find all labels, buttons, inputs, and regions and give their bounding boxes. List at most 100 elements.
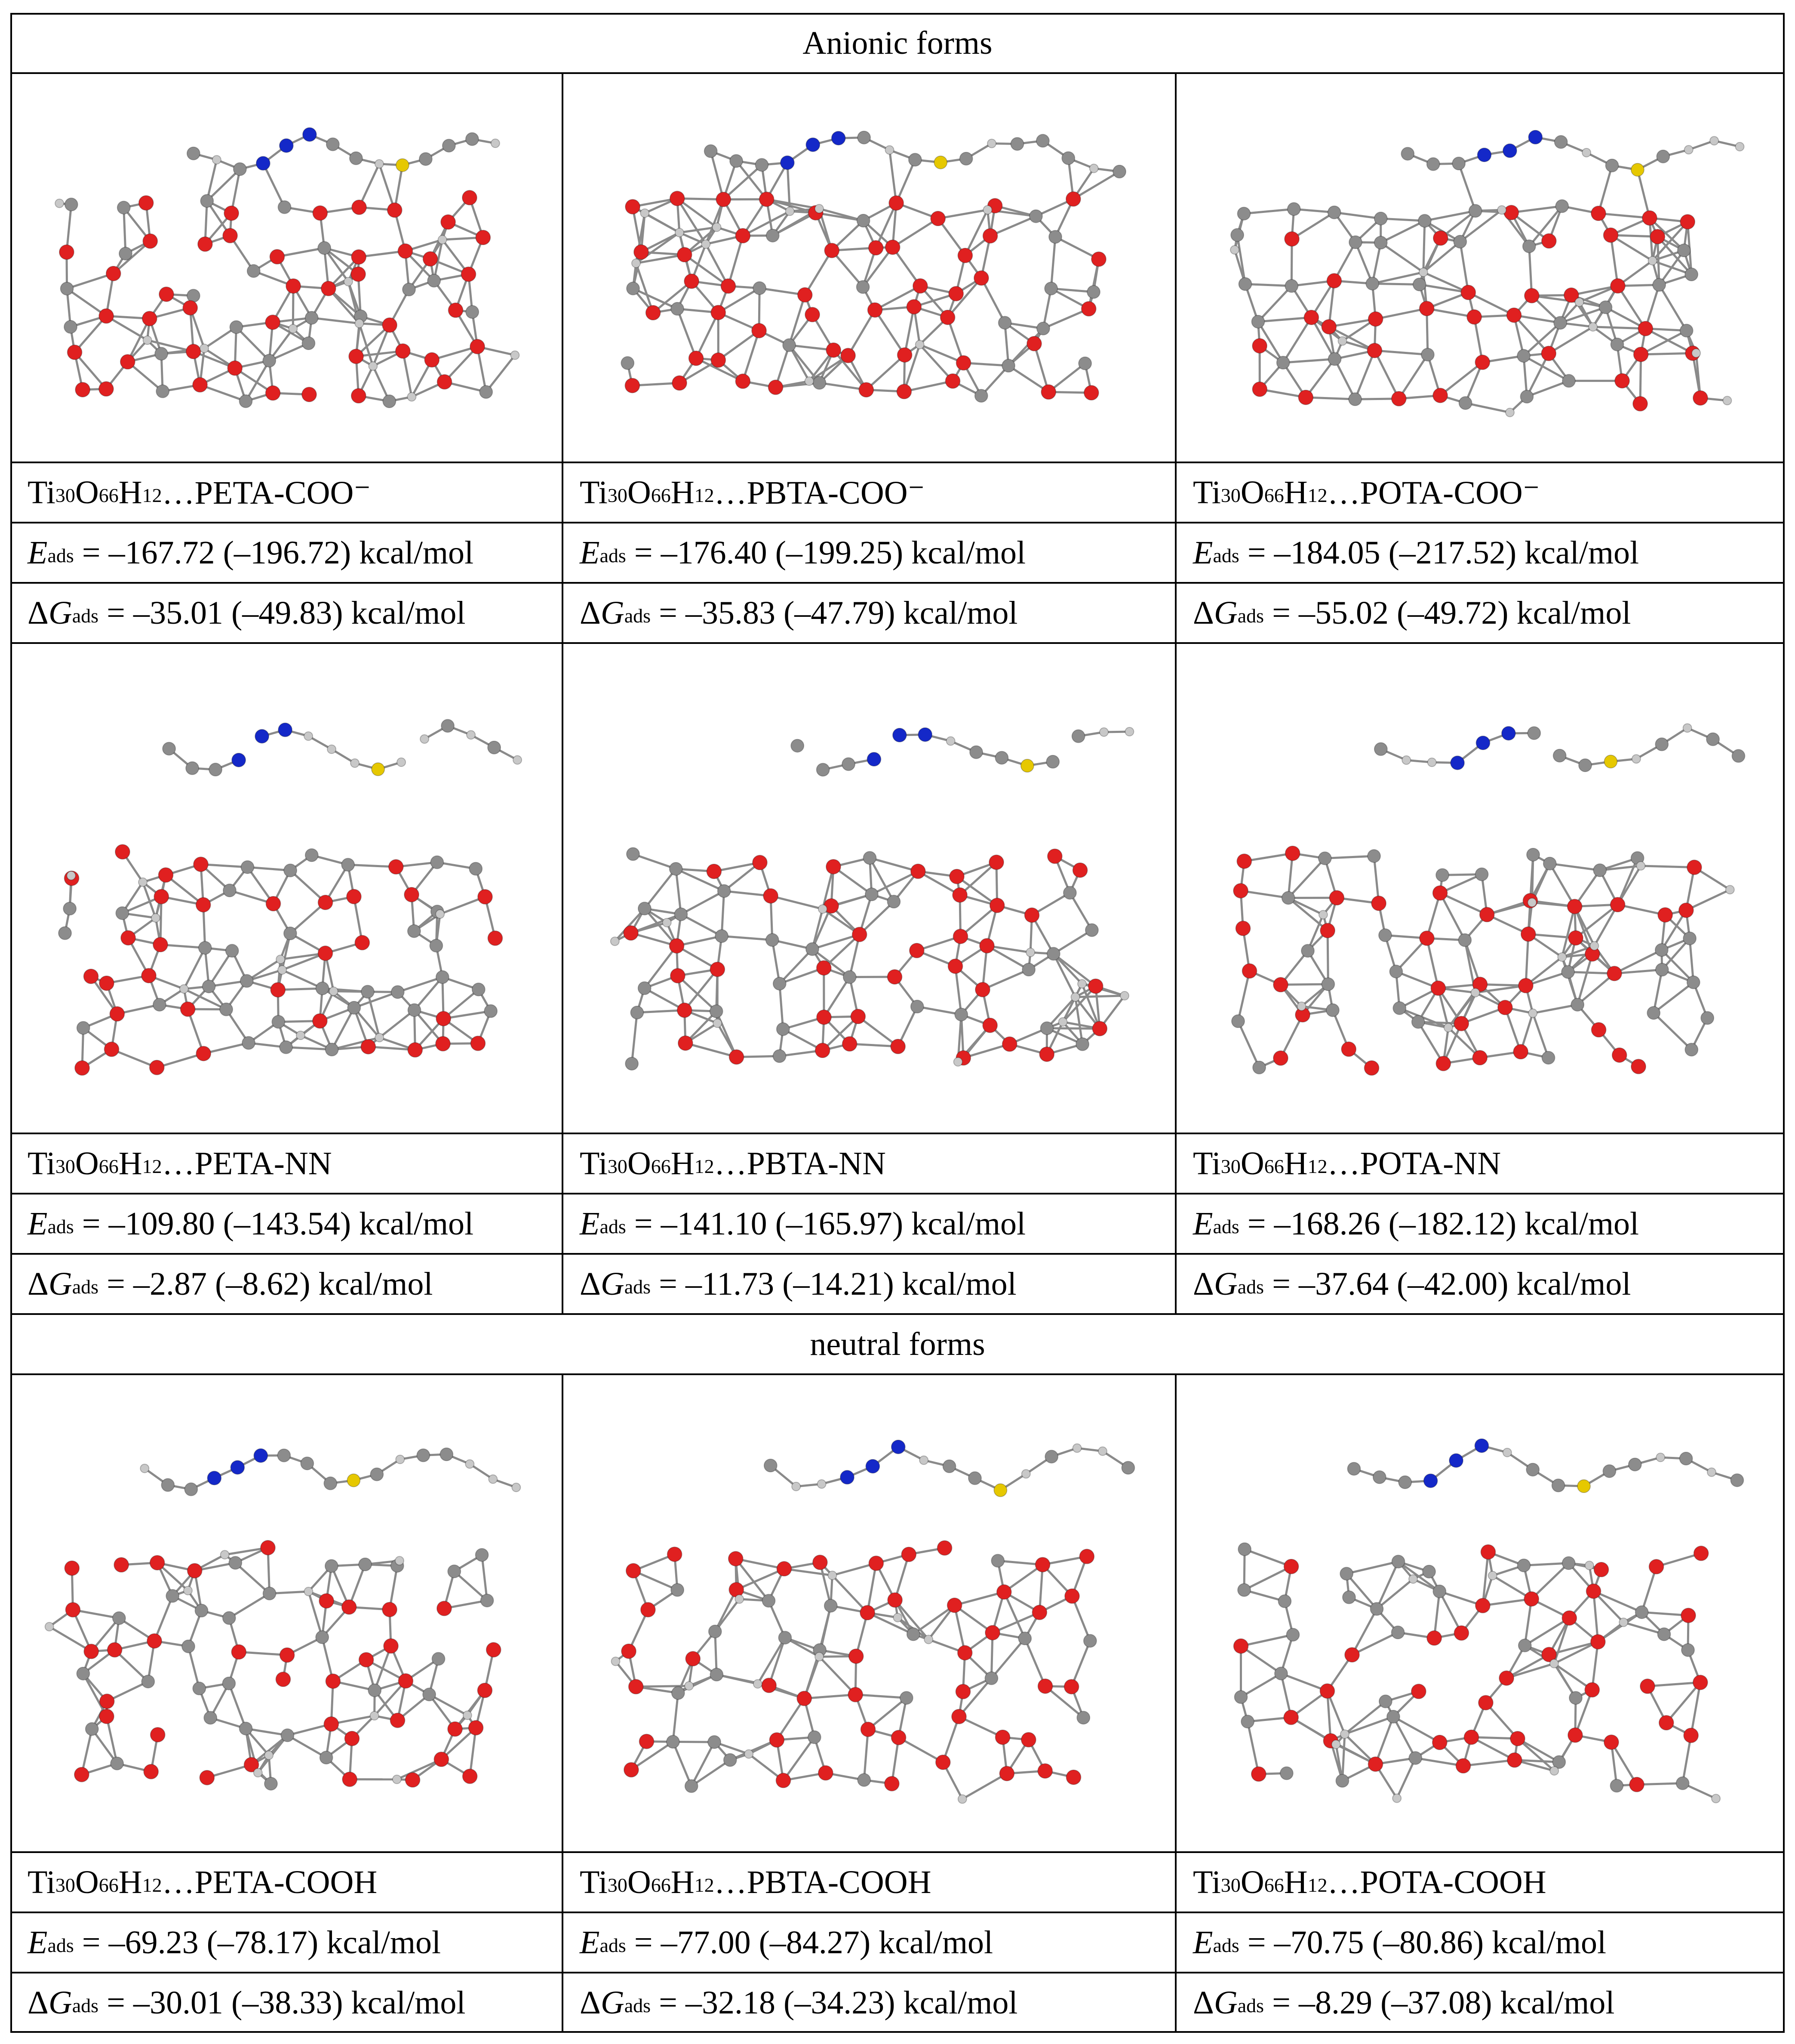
atom-o <box>974 982 990 997</box>
atom-ti <box>441 719 455 733</box>
atom-o <box>342 1771 358 1787</box>
atom-o <box>768 379 784 395</box>
atom-o <box>891 1730 907 1745</box>
atom-ti <box>812 376 827 390</box>
atom-o <box>147 1633 163 1649</box>
atom-ti <box>1526 1462 1540 1477</box>
atom-o <box>1002 1036 1017 1052</box>
atom-o <box>1419 930 1435 946</box>
atom-ti <box>755 157 769 172</box>
atom-ti <box>233 162 247 176</box>
atom-ti <box>1408 1751 1423 1765</box>
atom-o <box>105 265 121 281</box>
atom-o <box>487 930 503 946</box>
atom-ti <box>479 385 493 399</box>
atom-ti <box>76 1021 90 1035</box>
atom-o <box>1035 1557 1051 1573</box>
atom-h <box>674 228 684 237</box>
atom-ti <box>402 282 416 296</box>
atom-ti <box>475 1548 489 1562</box>
atom-h <box>662 917 672 927</box>
atom-ti <box>1731 749 1746 763</box>
atom-ti <box>110 1756 124 1770</box>
atom-o <box>1391 391 1407 406</box>
atom-h <box>138 877 148 887</box>
atom-o <box>984 1625 1000 1641</box>
atom-o <box>897 347 913 363</box>
atom-o <box>350 266 366 282</box>
atom-h <box>511 1482 521 1492</box>
atom-h <box>1682 723 1692 733</box>
atom-o <box>1411 1683 1426 1699</box>
atom-o <box>937 1540 953 1556</box>
atom-o <box>67 344 83 360</box>
atom-h <box>1549 1659 1559 1668</box>
atom-o <box>623 925 639 941</box>
atom-ti <box>1553 316 1568 330</box>
atom-o <box>461 266 476 282</box>
atom-ti <box>707 1735 722 1749</box>
atom-ti <box>1061 151 1076 165</box>
atom-h <box>151 913 160 923</box>
atom-h <box>392 1774 402 1784</box>
atom-ti <box>1335 1773 1349 1788</box>
atom-ti <box>200 194 214 208</box>
atom-ti <box>753 281 767 295</box>
atom-ti <box>222 1611 236 1625</box>
atom-h <box>488 1474 498 1484</box>
label-pbta-nn: Ti 30 O 66 H 12 …PBTA-NN <box>580 1145 886 1182</box>
atom-h <box>1418 267 1428 277</box>
atom-h <box>179 984 189 994</box>
atom-h <box>1427 757 1437 767</box>
atom-o <box>948 286 964 302</box>
atom-ti <box>762 1594 776 1608</box>
atom-ti <box>480 1593 494 1607</box>
atom-o <box>842 1036 858 1052</box>
atom-h <box>44 1622 54 1632</box>
atom-h <box>394 1555 404 1565</box>
atom-o <box>180 1001 196 1017</box>
atom-ti <box>1286 1627 1300 1641</box>
atom-o <box>645 305 661 320</box>
atom-ti <box>1571 997 1585 1012</box>
atom-h <box>1097 1446 1107 1456</box>
atom-o <box>1233 1638 1249 1654</box>
molecule-image-pota-nn <box>1176 643 1785 1133</box>
atom-ti <box>1684 1043 1699 1057</box>
atom-o <box>1037 1763 1053 1779</box>
atom-ti <box>283 927 297 941</box>
atom-h <box>684 1681 694 1690</box>
atom-o <box>1081 301 1097 317</box>
atom-ti <box>1552 1755 1566 1769</box>
atom-n <box>230 1459 245 1475</box>
atom-ti <box>805 942 819 956</box>
atom-ti <box>763 1458 778 1472</box>
atom-o <box>107 1642 123 1658</box>
atom-o <box>350 388 366 403</box>
atom-ti <box>1706 732 1720 746</box>
atom-ti <box>666 1734 680 1748</box>
atom-o <box>1658 1715 1674 1730</box>
atom-o <box>358 1652 374 1668</box>
atom-h <box>915 339 925 349</box>
atom-ti <box>184 1482 198 1496</box>
atom-o <box>1039 1046 1055 1062</box>
atom-ti <box>991 1553 1005 1567</box>
atom-o <box>625 1563 641 1579</box>
atom-o <box>826 342 842 358</box>
atom-o <box>1561 1610 1577 1626</box>
atom-o <box>951 1708 967 1724</box>
atom-o <box>341 1599 357 1615</box>
atom-o <box>1242 963 1257 979</box>
atom-o <box>1584 1682 1600 1698</box>
atom-ti <box>1301 944 1315 958</box>
atom-ti <box>368 1683 382 1697</box>
atom-o <box>887 969 903 985</box>
atom-ti <box>1522 239 1536 253</box>
atom-o <box>1524 287 1540 303</box>
atom-ti <box>842 757 856 771</box>
atom-o <box>1066 1769 1082 1785</box>
